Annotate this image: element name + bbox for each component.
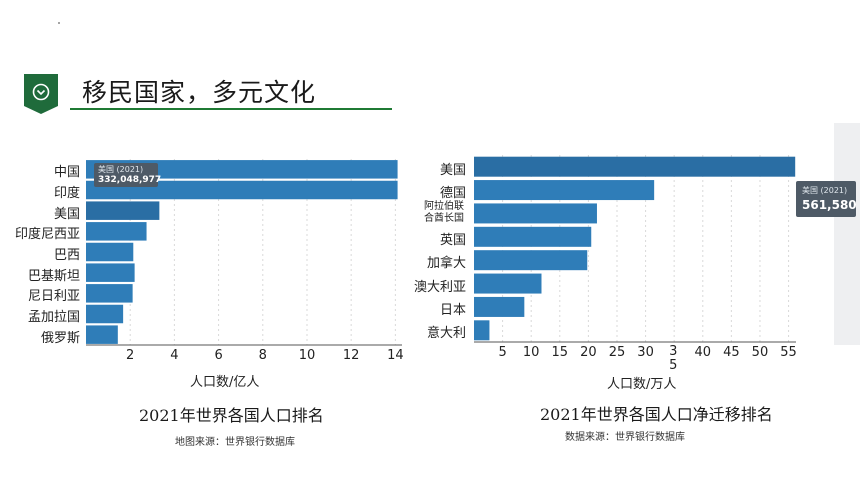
chart2-category-label: 英国: [439, 232, 466, 248]
chart1-tick-label: 14: [387, 348, 404, 363]
chart2-hover-band: [834, 123, 860, 345]
chart2-category-label: 美国: [439, 162, 466, 178]
chart2-bar-5: [474, 250, 588, 271]
chart1-bar-3: [86, 201, 160, 220]
chart1-bar-1: [86, 160, 398, 179]
chart2-category-label-line: 阿拉伯联: [424, 201, 464, 213]
chart1-bar-7: [86, 284, 133, 303]
chart1-category-label: 巴西: [53, 248, 80, 263]
chart1-category-label: 中国: [53, 165, 80, 181]
chart1-bar-4: [86, 222, 147, 241]
chart2-tooltip-name: 美国 (2021): [802, 186, 848, 195]
chart1-tick-label: 8: [258, 348, 267, 363]
chart1-category-label: 美国: [53, 206, 80, 222]
chart1-bar-9: [86, 325, 118, 344]
chart2-tick-label: 10: [522, 345, 540, 360]
chart1-category-label: 印度尼西亚: [14, 227, 80, 243]
decorative-dot: [58, 22, 60, 24]
chart1-tick-label: 4: [170, 348, 179, 363]
section-badge-icon: [24, 74, 58, 114]
chart2-caption: 2021年世界各国人口净迁移排名: [540, 405, 773, 424]
page-title: 移民国家，多元文化: [82, 78, 317, 107]
chart1-category-label: 孟加拉国: [27, 310, 80, 325]
chart2-bar-2: [474, 180, 655, 201]
chart1-bar-2: [86, 180, 398, 200]
chart1-bar-5: [86, 242, 134, 262]
chart2-tick-label: 30: [637, 345, 654, 360]
chart1-category-label: 俄罗斯: [40, 330, 80, 346]
chart2-category-label: 意大利: [426, 326, 466, 342]
chart2-tick-label: 40: [694, 345, 712, 360]
chart1-source: 地图来源：世界银行数据库: [175, 437, 295, 448]
chart2-bar-3: [474, 203, 597, 224]
chart1-tooltip-name: 美国 (2021): [98, 165, 144, 174]
chart2-tick-label: 55: [780, 345, 797, 360]
chart2-source: 数据来源：世界银行数据库: [565, 432, 685, 443]
chart2-category-label: 阿拉伯联 合酋长国: [418, 201, 470, 225]
chart1-bar-6: [86, 263, 135, 282]
chart2-category-label: 加拿大: [426, 256, 466, 272]
chart2-bar-1: [474, 156, 796, 177]
chart2-category-label: 澳大利亚: [413, 279, 466, 295]
chart1-tick-label: 12: [342, 348, 360, 363]
chart2-tick-label: 25: [608, 345, 626, 360]
chart2-tick-label: 35: [669, 344, 678, 373]
chart1-tooltip-value: 332,048,977: [98, 175, 162, 185]
chart1-tick-label: 6: [214, 348, 223, 363]
chart1-tick-label: 2: [126, 348, 135, 363]
chart2-axis-title: 人口数/万人: [607, 377, 677, 392]
title-underline: [70, 108, 392, 110]
chart1-category-label: 巴基斯坦: [27, 268, 80, 284]
chart1-tooltip: 美国 (2021) 332,048,977: [94, 163, 162, 187]
chart2-tick-label: 50: [751, 345, 769, 360]
chart1-tick-label: 10: [298, 348, 316, 363]
chart2-category-label: 德国: [439, 186, 466, 202]
chart1-category-label: 尼日利亚: [27, 289, 80, 305]
chart2-tick-label: 20: [580, 345, 597, 360]
chart1-category-label: 印度: [53, 186, 80, 201]
chart2-category-label-line: 合酋长国: [424, 213, 464, 225]
chart2-tooltip: 美国 (2021) 561,580: [796, 181, 857, 217]
chart1-caption: 2021年世界各国人口排名: [139, 406, 324, 425]
chart1-axis-title: 人口数/亿人: [190, 375, 260, 390]
chart2-tooltip-value: 561,580: [802, 198, 857, 212]
chart2-tick-label: 15: [551, 345, 569, 360]
chart2-tick-label: 5: [498, 345, 507, 360]
chart2-bar-8: [474, 320, 490, 341]
chart2-bar-7: [474, 296, 525, 317]
chart2-bar-4: [474, 226, 592, 247]
chart2-category-label: 日本: [439, 302, 466, 318]
chart1-bar-8: [86, 304, 124, 324]
chart2-bar-6: [474, 273, 542, 294]
chart2-tick-label: 45: [723, 345, 740, 360]
